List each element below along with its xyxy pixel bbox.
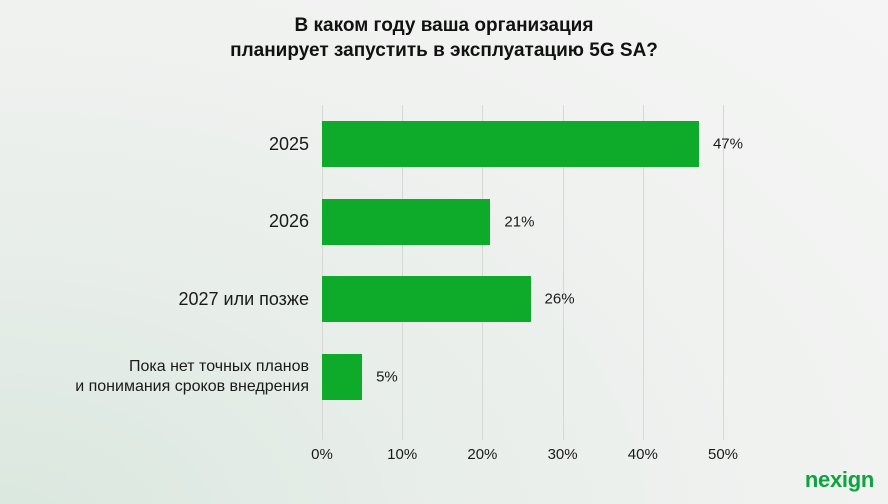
gridline [402, 105, 404, 440]
bar-row: 2027 или позже 26% [12, 261, 872, 339]
title-line-2: планирует запустить в эксплуатацию 5G SA… [230, 40, 658, 61]
bar-row: 2026 21% [12, 183, 872, 261]
bar-row: 2025 47% [12, 105, 872, 183]
category-label: 2027 или позже [178, 289, 309, 310]
gridline [322, 105, 323, 440]
page-title: В каком году ваша организация планирует … [24, 13, 864, 63]
x-tick-label: 0% [311, 446, 333, 463]
bar [322, 198, 491, 245]
value-label: 26% [544, 290, 575, 308]
x-tick-label: 30% [547, 446, 578, 463]
nexign-logo: nexign [804, 467, 874, 492]
bar [322, 120, 699, 167]
gridline [723, 105, 724, 440]
x-tick-label: 20% [467, 446, 498, 463]
gridlines [322, 105, 724, 440]
value-label: 47% [712, 135, 743, 153]
bar-track: 5% [322, 354, 723, 401]
bar-row: Пока нет точных планов и понимания сроков… [12, 338, 872, 416]
x-tick-label: 40% [627, 446, 658, 463]
category-label: 2026 [268, 211, 309, 232]
bar [322, 276, 531, 323]
gridline [482, 105, 484, 440]
gridline [642, 105, 644, 440]
category-label: Пока нет точных планов и понимания сроков… [75, 358, 309, 396]
bar-track: 21% [322, 198, 723, 245]
category-label: 2025 [268, 133, 309, 154]
value-label: 5% [376, 368, 398, 386]
bar-track: 47% [322, 120, 743, 167]
bar-track: 26% [322, 276, 723, 323]
title-line-1: В каком году ваша организация [294, 15, 594, 36]
x-tick-label: 10% [387, 446, 418, 463]
bar-rows: 2025 47% 2026 21% 2027 или позже 26% Пока нет … [12, 105, 872, 416]
gridline [562, 105, 564, 440]
value-label: 21% [504, 213, 535, 231]
bar [322, 354, 363, 401]
x-axis: 0% 10% 20% 30% 40% 50% [311, 446, 738, 466]
x-tick-label: 50% [707, 446, 739, 463]
